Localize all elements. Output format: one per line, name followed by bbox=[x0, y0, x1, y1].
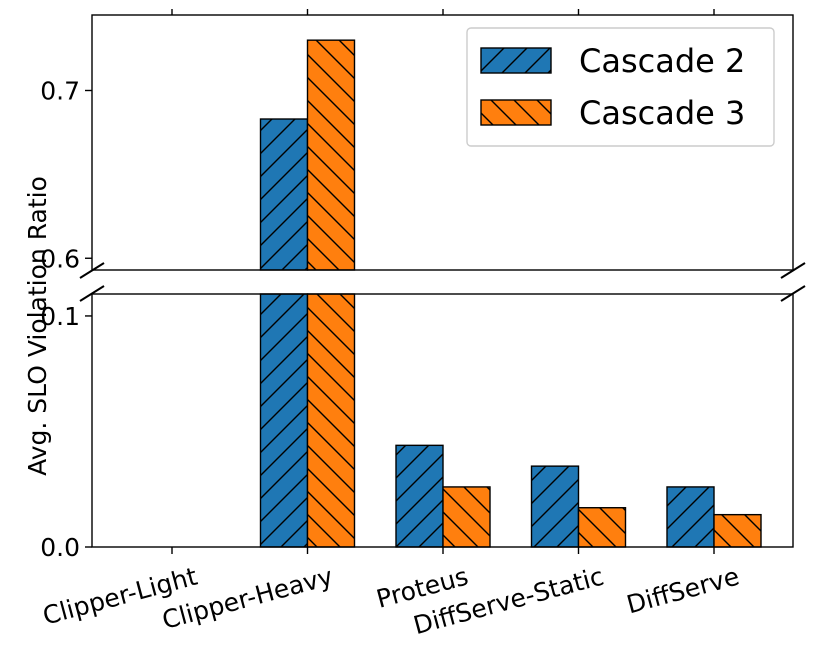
break-mark-lower-left bbox=[79, 285, 105, 302]
bar-cascade-3-proteus bbox=[442, 486, 491, 548]
bar-cascade-2-diffserve-static bbox=[530, 465, 580, 548]
bar-cascade-3-clipper-heavy bbox=[306, 293, 356, 548]
legend-swatch-cascade-3 bbox=[480, 99, 552, 126]
lower-ytick-label: 0.0 bbox=[40, 533, 80, 562]
upper-ytick-label: 0.7 bbox=[40, 76, 80, 105]
bar-cascade-3-diffserve-static bbox=[577, 507, 627, 548]
break-mark-lower-right bbox=[780, 285, 806, 302]
upper-ytick-label: 0.6 bbox=[40, 244, 80, 273]
legend-label-cascade-3: Cascade 3 bbox=[579, 94, 745, 132]
bar-cascade-2-proteus bbox=[395, 444, 444, 548]
legend-swatch-cascade-2 bbox=[480, 47, 552, 74]
upper-panel: 0.6 0.7 bbox=[40, 9, 794, 273]
bar-cascade-3-diffserve bbox=[713, 513, 762, 548]
bar-cascade-2-clipper-heavy bbox=[259, 293, 309, 548]
lower-ytick-label: 0.1 bbox=[40, 302, 80, 331]
break-mark-upper-left bbox=[79, 262, 105, 279]
bar-cascade-2-clipper-heavy-upper bbox=[259, 118, 309, 271]
break-mark-upper-right bbox=[780, 262, 806, 279]
y-axis-label: Avg. SLO Violation Ratio bbox=[23, 176, 52, 476]
bar-cascade-3-clipper-heavy-upper bbox=[306, 39, 356, 271]
xtick-label-diffserve: DiffServe bbox=[624, 562, 743, 620]
bar-cascade-2-diffserve bbox=[666, 486, 715, 548]
axis-break-marks bbox=[79, 262, 806, 302]
legend-label-cascade-2: Cascade 2 bbox=[579, 42, 745, 80]
legend: Cascade 2 Cascade 3 bbox=[466, 27, 775, 147]
